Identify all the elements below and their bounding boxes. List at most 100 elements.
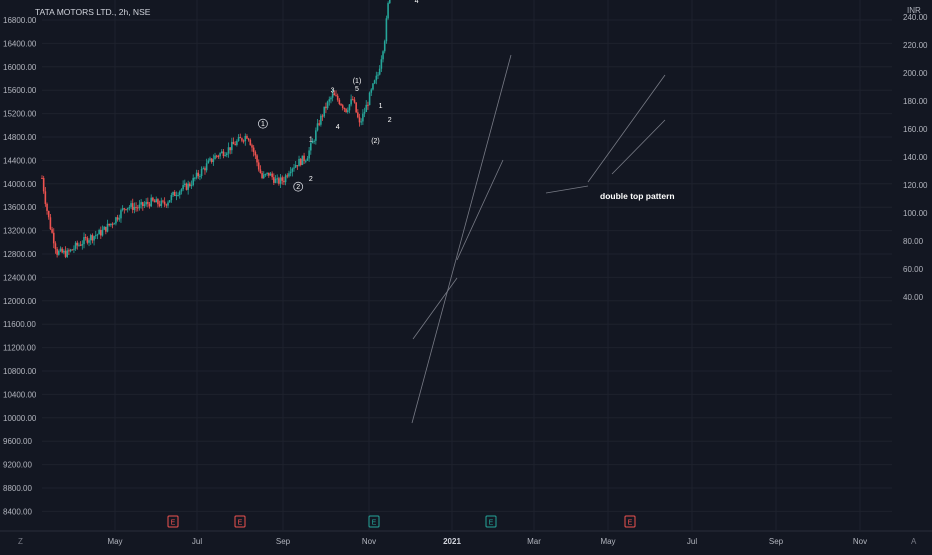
trend-channel-line[interactable] — [611, 119, 666, 175]
candle[interactable] — [54, 243, 57, 250]
candle[interactable] — [219, 153, 221, 157]
candle[interactable] — [377, 74, 379, 76]
candle[interactable] — [101, 229, 104, 236]
candle[interactable] — [173, 191, 176, 197]
candle[interactable] — [273, 177, 275, 183]
candle[interactable] — [362, 113, 364, 122]
candle[interactable] — [52, 232, 55, 244]
candle[interactable] — [194, 177, 196, 179]
candle[interactable] — [256, 155, 258, 163]
earnings-marker[interactable] — [167, 515, 179, 528]
candle[interactable] — [214, 155, 216, 160]
candle[interactable] — [71, 249, 74, 251]
candle[interactable] — [130, 203, 132, 207]
candle[interactable] — [227, 147, 230, 154]
trend-channel-line[interactable] — [587, 74, 666, 183]
candle[interactable] — [59, 248, 62, 251]
candle[interactable] — [120, 210, 122, 219]
candle[interactable] — [360, 121, 362, 123]
candle[interactable] — [125, 209, 127, 211]
candle[interactable] — [128, 206, 131, 208]
candle[interactable] — [358, 117, 361, 123]
candle[interactable] — [177, 195, 179, 197]
candle[interactable] — [61, 248, 63, 253]
candle[interactable] — [98, 230, 100, 235]
candle[interactable] — [84, 237, 87, 239]
candle[interactable] — [165, 204, 168, 206]
candle[interactable] — [231, 141, 233, 151]
candle[interactable] — [237, 137, 240, 142]
candle[interactable] — [315, 130, 317, 141]
candle[interactable] — [313, 140, 315, 142]
candle[interactable] — [66, 250, 68, 257]
candle[interactable] — [224, 155, 226, 157]
candle[interactable] — [234, 144, 236, 146]
candle[interactable] — [96, 234, 99, 236]
candle[interactable] — [229, 147, 231, 151]
candle[interactable] — [162, 200, 164, 202]
candle[interactable] — [167, 202, 169, 206]
candle[interactable] — [51, 229, 53, 233]
candle[interactable] — [385, 18, 388, 42]
candle[interactable] — [368, 92, 371, 106]
candle[interactable] — [378, 68, 381, 75]
candle[interactable] — [47, 210, 50, 218]
candle[interactable] — [232, 141, 235, 145]
candle[interactable] — [172, 191, 174, 196]
candle[interactable] — [116, 217, 119, 220]
candle[interactable] — [336, 95, 339, 100]
candle[interactable] — [76, 242, 79, 246]
candle[interactable] — [341, 105, 344, 108]
candle[interactable] — [197, 172, 200, 177]
candle[interactable] — [155, 199, 158, 203]
candle[interactable] — [318, 123, 320, 125]
candle[interactable] — [241, 138, 243, 141]
candle[interactable] — [182, 185, 184, 190]
candle[interactable] — [264, 173, 267, 175]
candle[interactable] — [348, 104, 351, 111]
candle[interactable] — [103, 226, 105, 230]
candle[interactable] — [83, 237, 85, 245]
candle[interactable] — [251, 145, 253, 148]
candle[interactable] — [340, 103, 342, 106]
candle[interactable] — [184, 183, 186, 186]
candle[interactable] — [100, 230, 102, 236]
candle[interactable] — [168, 200, 171, 203]
candle[interactable] — [78, 244, 80, 246]
candle[interactable] — [153, 200, 156, 203]
candle[interactable] — [357, 112, 359, 118]
candle[interactable] — [281, 177, 284, 181]
candle[interactable] — [89, 235, 92, 241]
candle[interactable] — [259, 169, 262, 174]
auto-scale-toggle[interactable]: A — [911, 537, 917, 546]
candle[interactable] — [175, 195, 178, 197]
candle[interactable] — [316, 123, 319, 131]
candle[interactable] — [121, 208, 124, 211]
candle[interactable] — [355, 102, 357, 113]
candle[interactable] — [283, 180, 285, 183]
candle[interactable] — [242, 140, 245, 142]
candle[interactable] — [58, 250, 60, 255]
trend-channel-line[interactable] — [545, 185, 589, 194]
candle[interactable] — [136, 207, 139, 209]
candle[interactable] — [284, 175, 287, 183]
candle[interactable] — [247, 138, 250, 141]
candle[interactable] — [204, 168, 206, 171]
candle[interactable] — [239, 137, 242, 139]
candle[interactable] — [126, 207, 129, 210]
candle[interactable] — [158, 204, 161, 206]
candle[interactable] — [293, 167, 295, 169]
candle[interactable] — [350, 99, 352, 105]
candle[interactable] — [321, 115, 324, 117]
trend-channel-line[interactable] — [412, 277, 458, 340]
candle[interactable] — [367, 104, 369, 106]
candle[interactable] — [106, 223, 109, 232]
zoom-toggle[interactable]: Z — [18, 537, 23, 546]
candle[interactable] — [93, 236, 95, 241]
candle[interactable] — [147, 201, 149, 204]
candle[interactable] — [271, 173, 273, 178]
candle[interactable] — [266, 172, 268, 174]
candle[interactable] — [257, 162, 260, 170]
candle[interactable] — [105, 226, 107, 232]
